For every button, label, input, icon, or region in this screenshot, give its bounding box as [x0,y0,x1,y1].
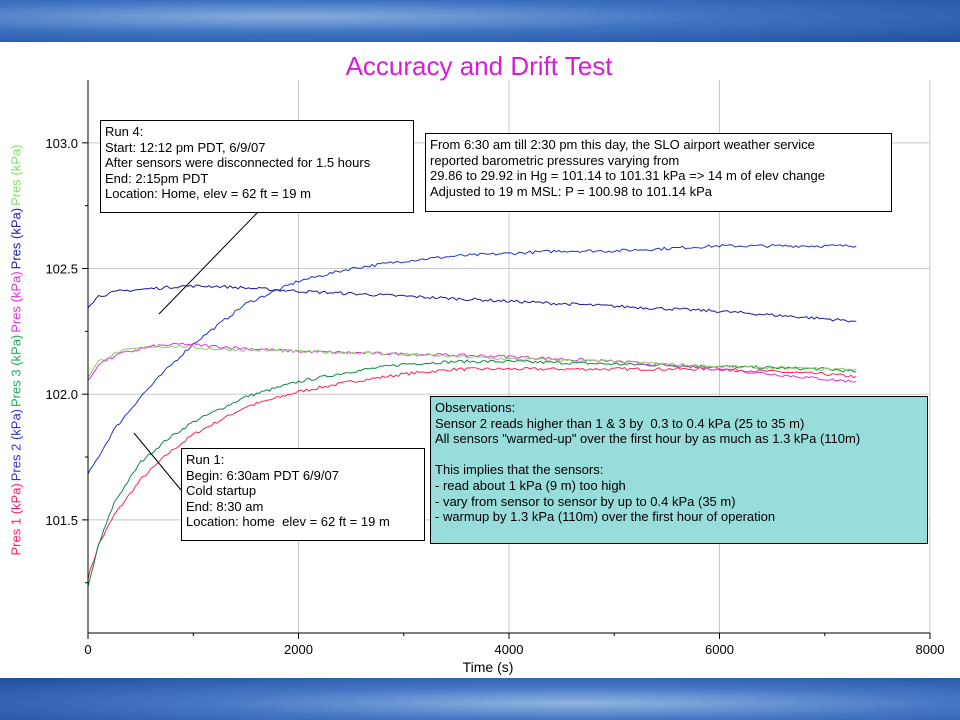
y-tick-label: 102.0 [45,387,78,402]
annotation-line: Observations: [435,400,516,415]
annotation-line: Location: home elev = 62 ft = 19 m [186,514,390,530]
annotation-line: Location: Home, elev = 62 ft = 19 m [105,186,311,202]
x-tick-label: 4000 [495,642,524,657]
y-tick-label: 102.5 [45,262,78,277]
annotation-line: Start: 12:12 pm PDT, 6/9/07 [105,139,266,155]
annotation-line: After sensors were disconnected for 1.5 … [105,155,371,171]
annotation-line: Run 4: [105,124,144,139]
annotation-airport: From 6:30 am till 2:30 pm this day, the … [425,133,892,212]
annotation-line: Cold startup [186,483,257,499]
annotation-line: Run 1: [186,452,225,467]
annotation-observations: Observations: Sensor 2 reads higher than … [430,396,928,544]
annotation-line: This implies that the sensors: [435,462,604,478]
series-line-1 [87,367,857,580]
y-tick-label: 103.0 [45,136,78,151]
x-tick-label: 8000 [916,642,945,657]
annotation-line: Sensor 2 reads higher than 1 & 3 by 0.3 … [435,415,805,431]
series-line-5 [87,342,857,383]
y-axis-label-part: Pres 1 (kPa) [8,483,24,556]
y-axis-label-part: Pres 2 (kPa) [8,408,24,482]
series-line-3 [87,243,857,475]
y-axis-label-part: Pres (kPa) [8,144,24,206]
series-line-4 [87,284,857,323]
callout-line-run1 [133,432,182,491]
annotation-line: End: 2:15pm PDT [105,170,209,186]
y-axis-label-part: Pres 3 (kPa) [8,334,24,407]
y-axis-label: Pres 1 (kPa)Pres 2 (kPa)Pres 3 (kPa)Pres… [9,144,24,557]
annotation-line: - warmup by 1.3 kPa (110m) over the firs… [435,509,776,525]
slide-background-top [0,0,960,42]
annotation-line: Adjusted to 19 m MSL: P = 100.98 to 101.… [430,183,712,199]
callout-line-run4 [158,211,259,315]
annotation-line: End: 8:30 am [186,498,264,514]
chart-title: Accuracy and Drift Test [346,51,614,81]
annotation-run1: Run 1: Begin: 6:30am PDT 6/9/07 Cold start… [181,448,425,541]
annotation-line: Begin: 6:30am PDT 6/9/07 [186,467,339,483]
x-tick-label: 0 [84,642,91,657]
annotation-line: - read about 1 kPa (9 m) too high [435,477,626,493]
y-tick-label: 101.5 [45,513,78,528]
annotation-line: - vary from sensor to sensor by up to 0.… [435,493,736,509]
slide-background-bottom [0,678,960,720]
x-axis-label: Time (s) [463,659,514,675]
x-tick-label: 6000 [705,642,734,657]
series-line-6 [87,344,857,378]
y-axis-label-part: Pres (kPa) [8,271,24,333]
annotation-line [435,447,923,463]
series-layer [87,243,857,587]
axes: 0 2000 4000 6000 8000 101.5 102.0 102.5 103.0 [45,80,944,657]
annotation-line: reported barometric pressures varying fr… [430,152,680,168]
x-tick-label: 2000 [284,642,313,657]
annotation-line: 29.86 to 29.92 in Hg = 101.14 to 101.31 … [430,168,825,184]
annotation-run4: Run 4: Start: 12:12 pm PDT, 6/9/07 After s… [100,120,414,213]
y-axis-label-part: Pres (kPa) [8,207,24,270]
annotation-line: From 6:30 am till 2:30 pm this day, the … [430,137,815,152]
annotation-line: All sensors "warmed-up" over the first h… [435,431,861,447]
